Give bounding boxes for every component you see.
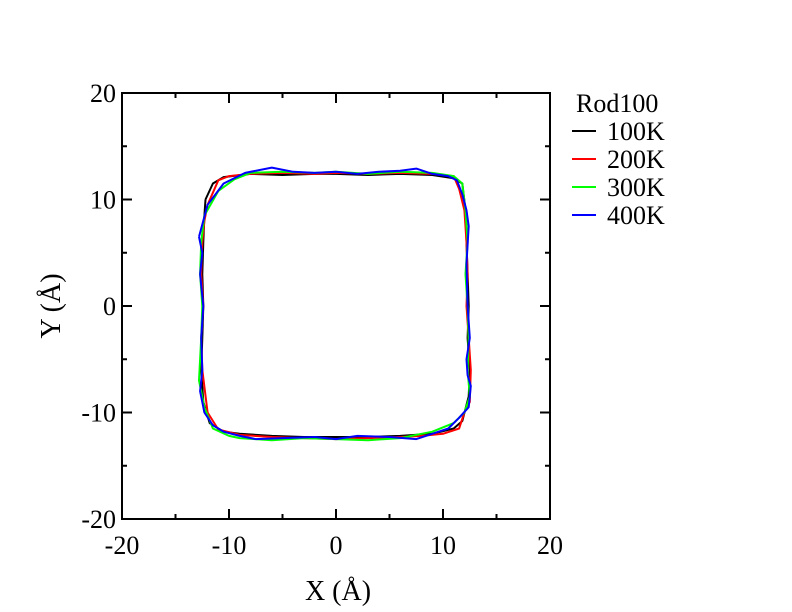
x-tick-label: -10 (212, 531, 247, 560)
ticks (121, 92, 551, 520)
series-line-400k (198, 166, 472, 441)
legend-label-100k: 100K (607, 117, 665, 146)
x-axis-label: X (Å) (305, 576, 371, 607)
plot-frame (121, 92, 551, 520)
series-line-200k (200, 171, 472, 441)
y-axis-label: Y (Å) (36, 273, 67, 338)
y-tick-label: 10 (90, 186, 116, 215)
x-tick-label: 0 (330, 531, 343, 560)
series-line-300k (198, 170, 471, 442)
y-tick-label: -10 (81, 399, 116, 428)
y-tick-label: -20 (81, 505, 116, 534)
x-tick-label: -20 (105, 531, 140, 560)
x-tick-label: 10 (430, 531, 456, 560)
x-tick-label: 20 (537, 531, 563, 560)
series-group (198, 166, 472, 442)
y-tick-label: 20 (90, 79, 116, 108)
legend-label-300k: 300K (607, 173, 665, 202)
tick-labels: -20 -10 0 10 20 -20 -10 0 10 20 (81, 79, 563, 560)
series-line-100k (200, 172, 471, 438)
legend-title: Rod100 (576, 89, 658, 118)
legend-label-400k: 400K (607, 201, 665, 230)
y-tick-label: 0 (103, 292, 116, 321)
legend-label-200k: 200K (607, 145, 665, 174)
